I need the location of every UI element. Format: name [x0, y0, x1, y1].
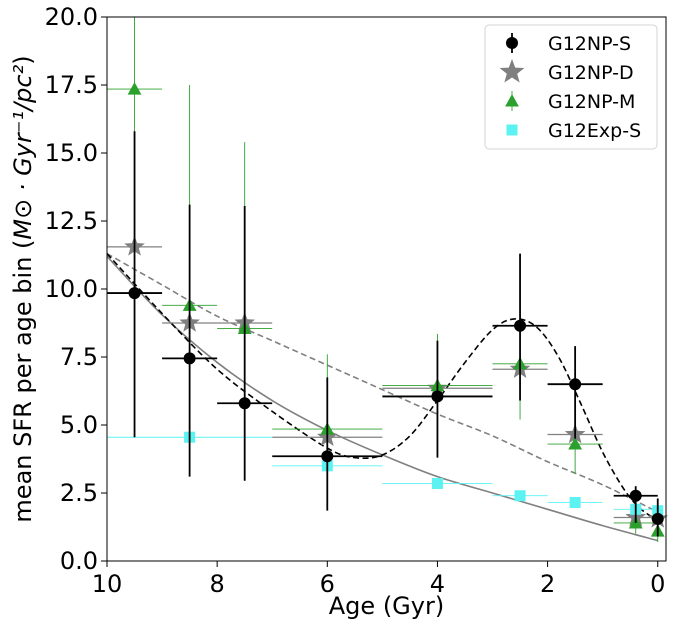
y-tick-label: 0.0 — [60, 547, 98, 575]
x-tick-label: 10 — [92, 570, 123, 598]
y-axis: 0.0 2.5 5.0 7.5 10.0 12.5 15.0 17.5 20.0 — [45, 3, 107, 575]
data-point — [569, 497, 581, 509]
data-point — [127, 82, 142, 95]
data-point — [321, 450, 334, 463]
y-tick-label: 20.0 — [45, 3, 98, 31]
data-point — [128, 287, 141, 300]
legend-box — [484, 24, 658, 150]
x-tick-label: 6 — [320, 570, 335, 598]
data-point — [514, 319, 527, 332]
y-tick-label: 15.0 — [45, 139, 98, 167]
y-tick-label: 7.5 — [60, 343, 98, 371]
y-tick-label: 10.0 — [45, 275, 98, 303]
y-axis-title-suffix: ) — [9, 55, 37, 64]
data-point — [568, 437, 583, 450]
legend-marker — [506, 37, 518, 49]
y-tick-label: 5.0 — [60, 411, 98, 439]
data-point — [629, 489, 642, 502]
x-axis: 10 8 6 4 2 0 — [92, 561, 665, 598]
legend-label: G12NP-S — [548, 33, 631, 55]
legend-label: G12NP-M — [548, 91, 635, 113]
model-curve-3 — [107, 253, 659, 521]
y-tick-label: 17.5 — [45, 71, 98, 99]
y-axis-title-prefix: mean SFR per age bin ( — [9, 240, 37, 523]
legend-label: G12Exp-S — [548, 120, 641, 142]
legend-marker — [505, 94, 519, 107]
y-tick-label: 2.5 — [60, 479, 98, 507]
data-point — [651, 512, 664, 525]
data-point — [238, 397, 251, 410]
model-curves — [107, 252, 659, 542]
model-curve-1 — [107, 255, 658, 542]
data-points — [107, 17, 669, 542]
data-point — [431, 390, 444, 403]
x-tick-label: 0 — [650, 570, 665, 598]
data-point — [183, 352, 196, 365]
x-tick-label: 2 — [540, 570, 555, 598]
y-tick-label: 12.5 — [45, 207, 98, 235]
legend-marker — [506, 124, 518, 136]
legend-label: G12NP-D — [548, 62, 634, 84]
data-point — [514, 490, 526, 502]
data-point — [431, 477, 443, 489]
legend-marker — [499, 58, 525, 83]
data-point — [569, 378, 582, 391]
model-curve-2 — [107, 252, 659, 513]
x-axis-title: Age (Gyr) — [329, 592, 444, 620]
y-axis-title-units: M⊙ · Gyr⁻¹/pc² — [9, 64, 37, 239]
y-axis-title: mean SFR per age bin (M⊙ · Gyr⁻¹/pc²) — [9, 55, 37, 522]
series-G12NP-S — [107, 131, 664, 537]
x-tick-label: 4 — [430, 570, 445, 598]
x-tick-label: 8 — [210, 570, 225, 598]
legend: G12NP-S G12NP-D G12NP-M G12Exp-S — [484, 24, 658, 150]
